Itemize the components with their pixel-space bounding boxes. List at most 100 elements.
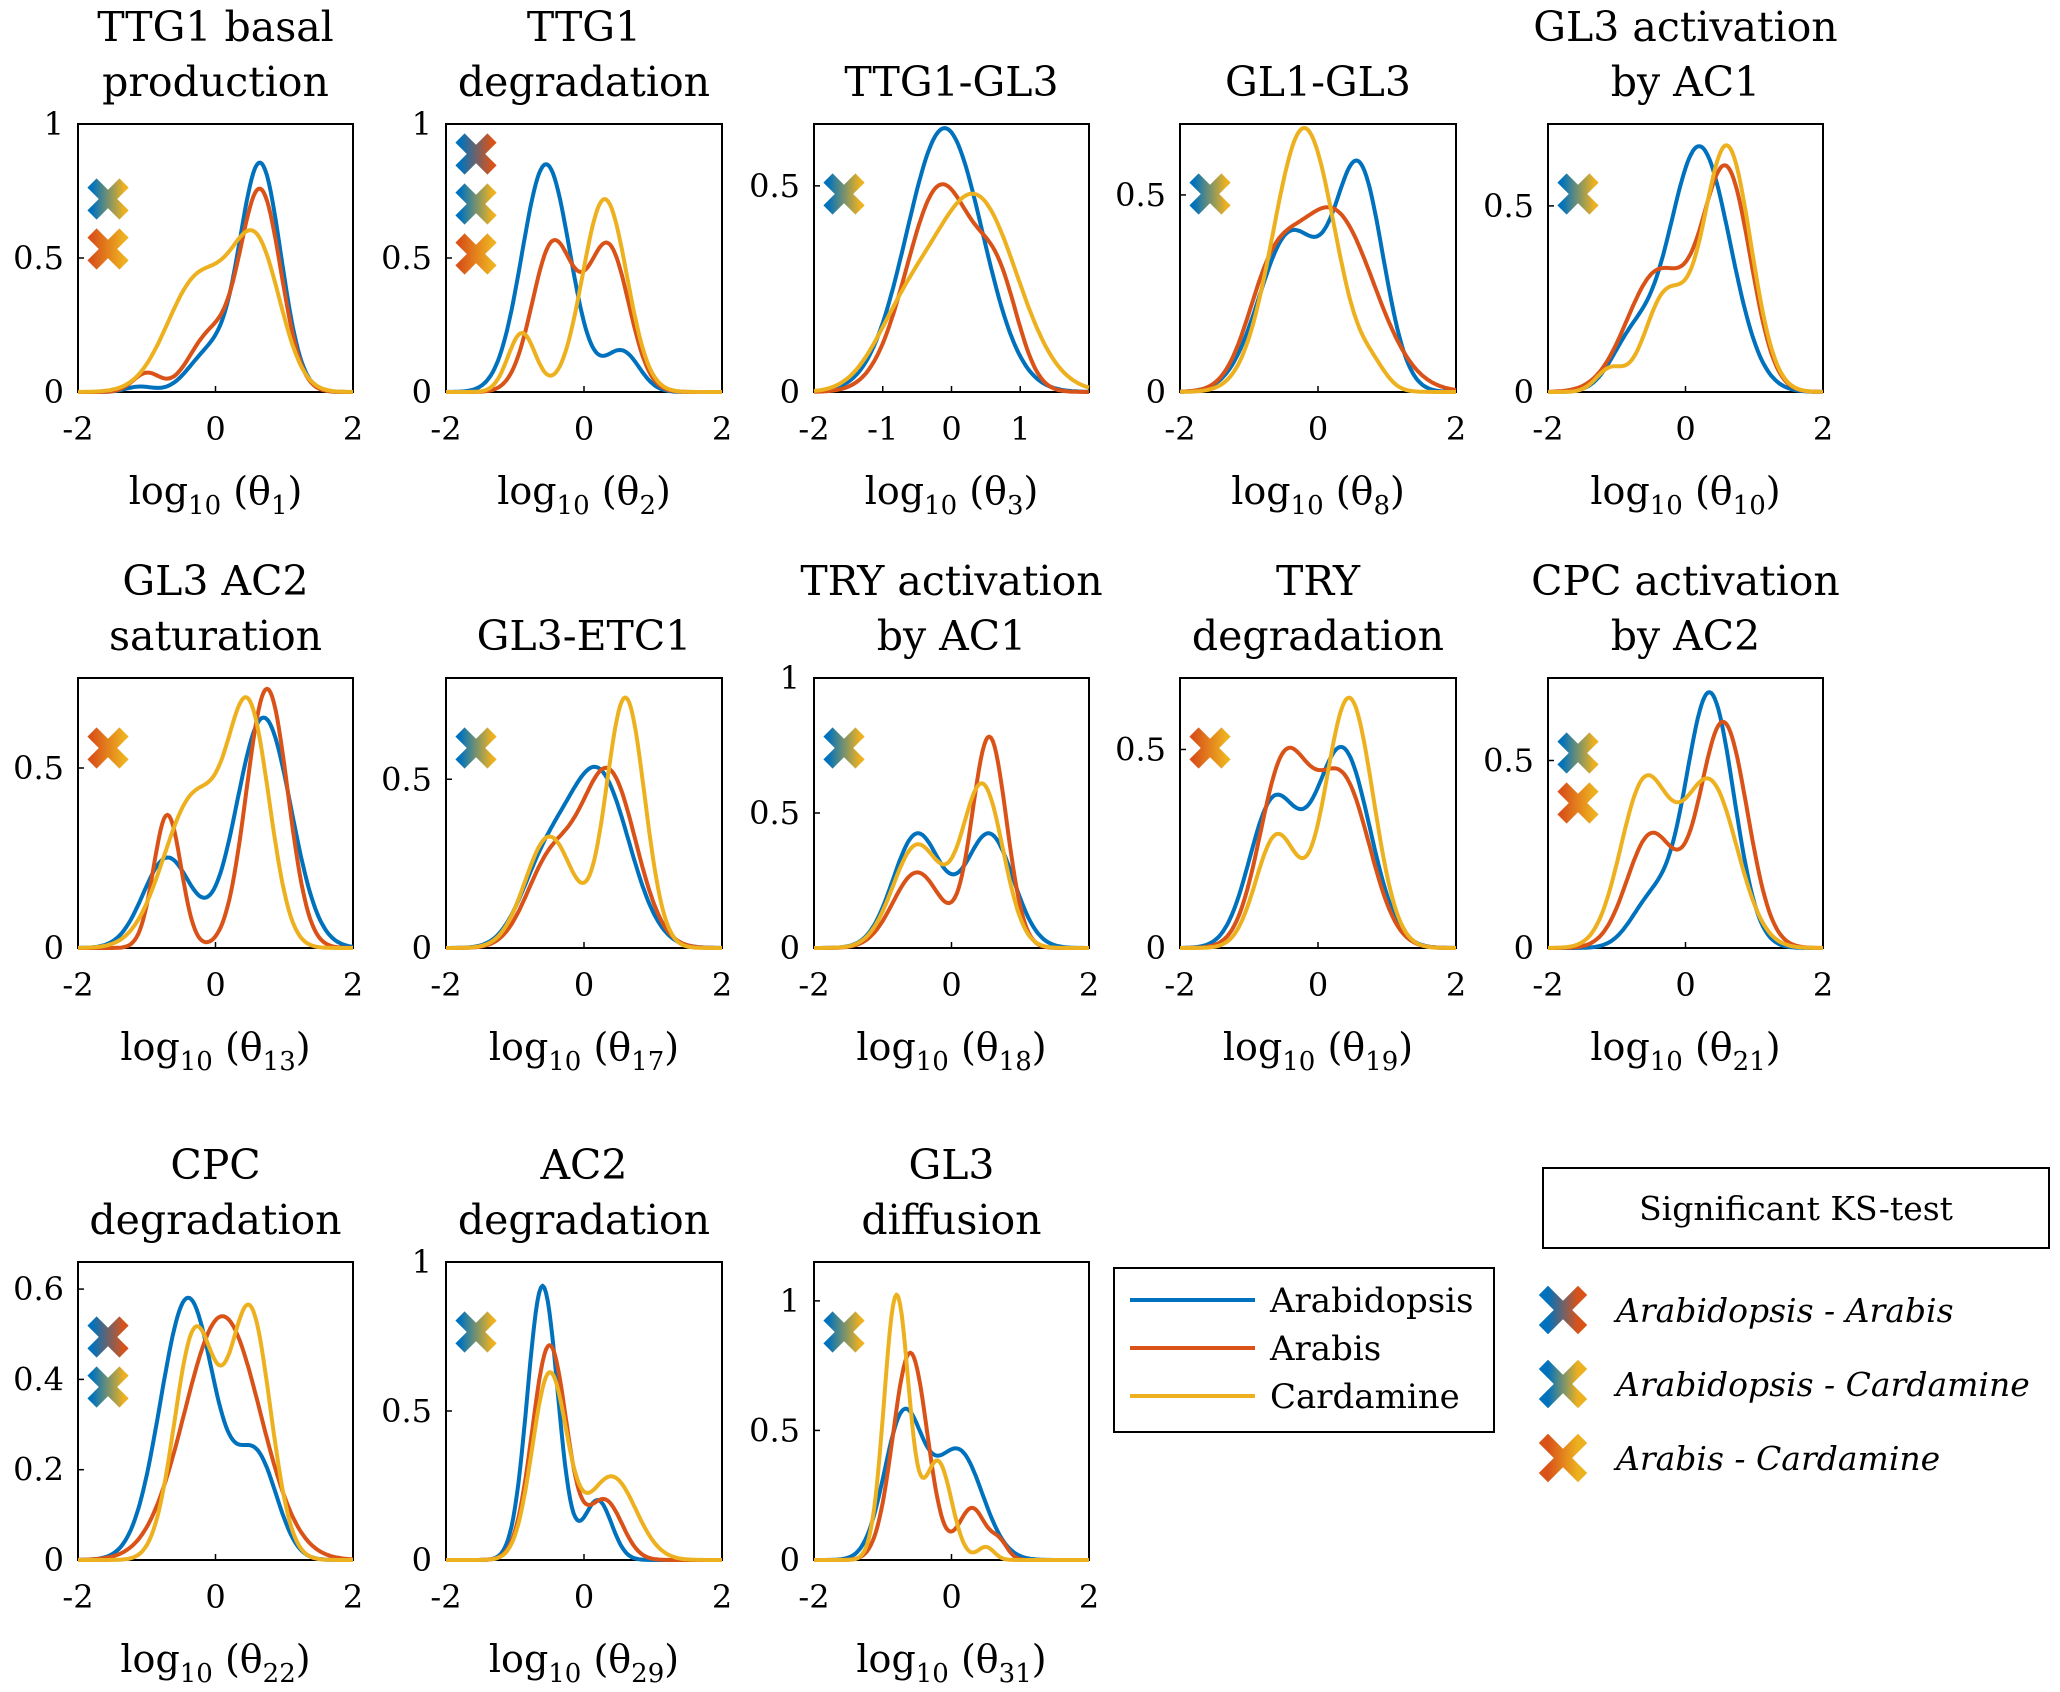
density-curve-cardamine xyxy=(1179,695,1457,950)
x-tick-label: -2 xyxy=(798,410,829,448)
cross-arabis-cardamine-icon xyxy=(1538,1433,1588,1483)
density-curve-arabidopsis xyxy=(813,831,1090,950)
x-tick-label: 2 xyxy=(1446,966,1466,1004)
legend-label-arabidopsis: Arabidopsis xyxy=(1269,1281,1474,1321)
density-curve-arabis xyxy=(445,1343,723,1562)
y-tick-label: 1 xyxy=(412,105,432,143)
x-tick-label: 0 xyxy=(1675,410,1695,448)
cross-arabidopsis-arabis-icon xyxy=(1538,1285,1588,1335)
y-tick-label: 1 xyxy=(780,1282,800,1320)
x-tick-label: 0 xyxy=(205,1578,225,1616)
y-tick-label: 0 xyxy=(412,1541,432,1579)
panel-title-line-2: by AC1 xyxy=(877,612,1027,660)
x-tick-label: 2 xyxy=(1446,410,1466,448)
y-tick-label: 0.5 xyxy=(13,239,64,277)
x-axis-label: log10 (θ19) xyxy=(1223,1025,1413,1077)
y-tick-label: 0.5 xyxy=(381,760,432,798)
x-tick-label: 2 xyxy=(712,410,732,448)
ks-cross-aa-icon xyxy=(87,1316,129,1358)
density-curve-cardamine xyxy=(445,1370,723,1562)
density-curve-cardamine xyxy=(77,1302,354,1562)
ks-legend-label-arabis-cardamine: Arabis - Cardamine xyxy=(1613,1439,1940,1478)
legend-label-arabis: Arabis xyxy=(1269,1329,1381,1369)
panel-title-line-2: TTG1-GL3 xyxy=(844,58,1058,106)
x-axis-label: log10 (θ2) xyxy=(497,469,671,521)
x-axis-label: log10 (θ1) xyxy=(129,469,303,521)
y-tick-label: 0.4 xyxy=(13,1360,64,1398)
density-curve-cardamine xyxy=(1547,143,1824,394)
y-tick-label: 0.5 xyxy=(749,794,800,832)
ks-cross-ac-icon xyxy=(1557,173,1599,215)
panel-title-line-2: degradation xyxy=(458,1196,710,1244)
density-curve-arabis xyxy=(1547,719,1824,950)
x-tick-label: -2 xyxy=(1532,966,1563,1004)
panel-title-line-2: degradation xyxy=(1192,612,1444,660)
y-tick-label: 0.5 xyxy=(1483,187,1534,225)
x-tick-label: -1 xyxy=(867,410,898,448)
x-tick-label: 0 xyxy=(941,410,961,448)
panel-title-line-1: TRY activation xyxy=(800,557,1102,605)
x-axis-label: log10 (θ31) xyxy=(856,1637,1046,1689)
y-tick-label: 0.5 xyxy=(381,1392,432,1430)
ks-cross-rc-icon xyxy=(455,233,497,275)
y-tick-label: 1 xyxy=(412,1243,432,1281)
x-tick-label: 2 xyxy=(1813,966,1833,1004)
y-tick-label: 1 xyxy=(44,105,64,143)
x-axis-label: log10 (θ17) xyxy=(489,1025,679,1077)
ks-legend-item-arabidopsis-cardamine: Arabidopsis - Cardamine xyxy=(1538,1359,2030,1409)
ks-legend-label-arabidopsis-cardamine: Arabidopsis - Cardamine xyxy=(1613,1365,2030,1404)
density-curve-arabidopsis xyxy=(445,764,723,950)
x-axis-label: log10 (θ21) xyxy=(1590,1025,1780,1077)
density-curve-arabis xyxy=(813,1350,1090,1562)
y-tick-label: 0 xyxy=(412,373,432,411)
axes-box xyxy=(1179,123,1457,393)
density-curve-cardamine xyxy=(445,197,723,394)
ks-cross-rc-icon xyxy=(87,727,129,769)
ks-legend: Significant KS-test Arabidopsis - Arabis… xyxy=(1538,1167,2050,1483)
x-axis-label: log10 (θ29) xyxy=(489,1637,679,1689)
x-tick-label: 1 xyxy=(1010,410,1030,448)
x-tick-label: -2 xyxy=(1164,966,1195,1004)
panel-title-line-1: GL3 AC2 xyxy=(122,557,308,605)
ks-cross-rc-icon xyxy=(1189,727,1231,769)
ks-cross-rc-icon xyxy=(1557,782,1599,824)
series-legend: Arabidopsis Arabis Cardamine xyxy=(1113,1267,1495,1433)
x-tick-label: 2 xyxy=(712,966,732,1004)
x-tick-label: 0 xyxy=(574,1578,594,1616)
ks-cross-rc-icon xyxy=(87,228,129,270)
x-axis-label: log10 (θ13) xyxy=(120,1025,310,1077)
y-tick-label: 0.5 xyxy=(13,749,64,787)
x-axis-label: log10 (θ10) xyxy=(1590,469,1780,521)
density-curve-arabis xyxy=(77,686,354,950)
y-tick-label: 0 xyxy=(412,929,432,967)
panel-title-line-1: TRY xyxy=(1276,557,1361,605)
ks-cross-ac-icon xyxy=(455,183,497,225)
x-tick-label: -2 xyxy=(430,966,461,1004)
y-tick-label: 0.2 xyxy=(13,1451,64,1489)
density-curve-cardamine xyxy=(1547,773,1824,950)
x-tick-label: -2 xyxy=(1164,410,1195,448)
density-curve-arabis xyxy=(445,765,723,950)
axes-box xyxy=(77,677,354,949)
density-curve-arabis xyxy=(1179,205,1457,394)
ks-legend-item-arabis-cardamine: Arabis - Cardamine xyxy=(1538,1433,1940,1483)
ks-cross-ac-icon xyxy=(823,727,865,769)
axes-box xyxy=(813,677,1090,949)
x-tick-label: 2 xyxy=(1079,966,1099,1004)
x-tick-label: 0 xyxy=(941,966,961,1004)
y-tick-label: 0 xyxy=(44,1541,64,1579)
x-tick-label: 0 xyxy=(574,966,594,1004)
y-tick-label: 0.5 xyxy=(749,1411,800,1449)
ks-cross-ac-icon xyxy=(455,727,497,769)
y-tick-label: 0 xyxy=(1514,373,1534,411)
density-curve-cardamine xyxy=(445,695,723,950)
panel-title-line-2: production xyxy=(102,58,329,106)
